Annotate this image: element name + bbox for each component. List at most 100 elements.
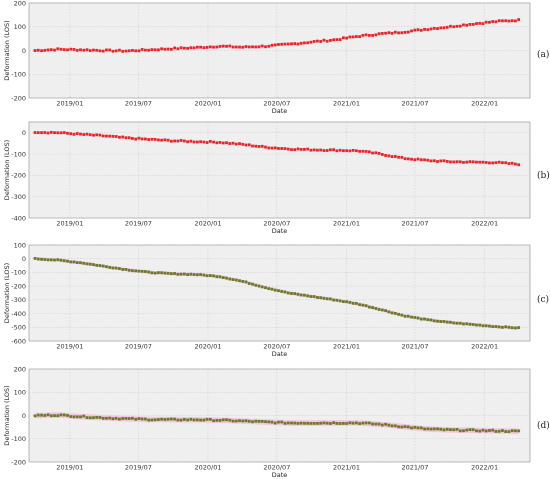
data-point	[225, 44, 228, 48]
data-point	[455, 427, 459, 431]
data-point	[231, 45, 235, 49]
data-point	[108, 48, 112, 52]
data-point	[131, 416, 134, 420]
data-point	[118, 267, 121, 270]
data-point	[234, 278, 238, 282]
data-point	[59, 47, 63, 51]
data-point	[156, 138, 160, 142]
data-point	[296, 292, 300, 296]
x-tick-label: 2021/01	[333, 220, 360, 228]
data-point	[247, 143, 251, 147]
data-point	[169, 47, 173, 51]
data-point	[299, 293, 303, 297]
data-point	[429, 318, 433, 322]
data-point	[85, 416, 89, 420]
data-point	[59, 413, 63, 417]
data-point	[319, 148, 323, 152]
data-point	[251, 144, 254, 148]
data-point	[413, 28, 417, 32]
data-point	[56, 414, 60, 418]
data-point	[494, 325, 498, 328]
data-point	[351, 148, 355, 152]
data-point	[517, 163, 521, 167]
data-point	[66, 48, 69, 52]
data-point	[403, 425, 407, 429]
data-point	[283, 290, 287, 294]
data-point	[208, 45, 212, 49]
data-point	[390, 155, 394, 158]
data-point	[225, 276, 228, 280]
data-point	[150, 48, 154, 52]
data-point	[169, 272, 173, 276]
data-point	[514, 162, 517, 166]
data-point	[475, 323, 478, 327]
data-point	[195, 273, 199, 277]
data-point	[299, 41, 303, 45]
data-point	[156, 418, 160, 421]
data-point	[452, 160, 456, 164]
data-point	[361, 149, 365, 153]
data-point	[471, 323, 475, 326]
data-point	[384, 422, 387, 426]
data-point	[75, 415, 79, 419]
data-point	[101, 264, 105, 268]
data-point	[153, 418, 157, 422]
data-point	[423, 317, 426, 321]
data-point	[79, 132, 82, 136]
data-point	[306, 421, 310, 425]
data-point	[416, 316, 420, 320]
data-point	[478, 323, 482, 327]
data-point	[95, 48, 99, 52]
data-point	[283, 42, 287, 46]
data-point	[218, 141, 222, 144]
data-point	[380, 32, 384, 35]
data-point	[354, 302, 358, 305]
data-point	[458, 321, 462, 325]
data-point	[332, 38, 336, 42]
data-point	[176, 418, 180, 422]
y-tick-label: 0	[22, 255, 26, 263]
data-point	[507, 325, 511, 329]
data-point	[88, 262, 92, 266]
data-point	[62, 131, 66, 134]
data-point	[225, 418, 228, 422]
data-point	[92, 133, 95, 137]
data-point	[439, 159, 443, 163]
data-point	[72, 260, 76, 264]
data-point	[462, 429, 465, 433]
data-point	[212, 274, 215, 278]
data-point	[182, 46, 186, 50]
data-point	[341, 36, 345, 40]
data-point	[316, 422, 319, 425]
data-point	[397, 155, 400, 159]
data-point	[251, 420, 254, 424]
data-point	[62, 48, 66, 51]
data-point	[338, 422, 342, 425]
data-point	[85, 48, 89, 52]
data-point	[312, 295, 316, 298]
data-point	[160, 47, 164, 51]
data-point	[111, 266, 115, 270]
data-point	[264, 420, 267, 424]
x-tick-label: 2020/01	[194, 220, 221, 228]
x-tick-label: 2022/01	[471, 343, 498, 351]
data-point	[332, 421, 336, 425]
data-point	[95, 263, 99, 267]
data-point	[134, 417, 138, 421]
data-point	[468, 160, 472, 164]
data-point	[290, 421, 293, 425]
data-point	[59, 258, 63, 262]
data-point	[393, 312, 397, 315]
x-tick-label: 2019/07	[125, 220, 152, 228]
data-point	[118, 48, 121, 52]
x-tick-label: 2021/01	[333, 100, 360, 108]
data-point	[510, 326, 514, 330]
data-point	[153, 271, 157, 275]
data-point	[173, 417, 177, 421]
data-point	[436, 427, 439, 431]
y-tick-label: 0	[22, 47, 26, 55]
data-point	[312, 40, 316, 43]
data-point	[82, 48, 86, 52]
data-point	[192, 418, 196, 422]
data-point	[176, 272, 180, 276]
